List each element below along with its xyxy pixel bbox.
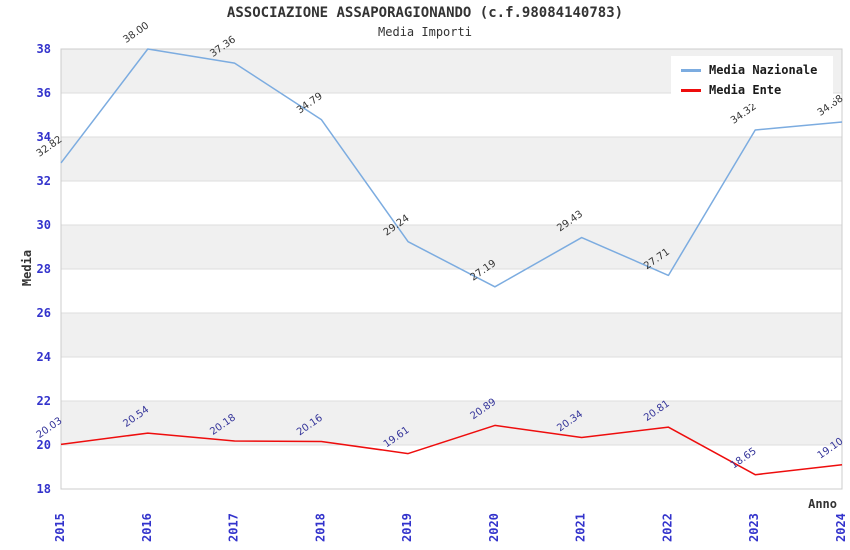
plot-border: [60, 48, 843, 490]
media-nazionale-line-swatch: [681, 68, 701, 72]
y-tick-label: 24: [37, 350, 51, 364]
plot-band: [61, 445, 842, 489]
x-tick-label: 2015: [53, 513, 67, 542]
x-tick-label: 2024: [834, 513, 848, 542]
x-tick-label: 2022: [660, 513, 674, 542]
y-tick-label: 18: [37, 482, 51, 496]
plot-band: [61, 401, 842, 445]
legend-item-media-nazionale: Media Nazionale: [671, 60, 833, 80]
x-tick-label: 2020: [487, 513, 501, 542]
y-tick-label: 22: [37, 394, 51, 408]
chart-title: ASSOCIAZIONE ASSAPORAGIONANDO (c.f.98084…: [226, 5, 624, 21]
y-tick-label: 28: [37, 262, 51, 276]
x-tick-label: 2017: [227, 513, 241, 542]
x-tick-label: 2023: [747, 513, 761, 542]
x-tick-label: 2018: [313, 513, 327, 542]
y-tick-label: 36: [37, 86, 51, 100]
y-axis-label: Media: [20, 249, 34, 287]
y-tick-label: 34: [37, 130, 51, 144]
x-tick-label: 2019: [400, 513, 414, 542]
chart-subtitle: Media Importi: [378, 25, 472, 39]
y-tick-label: 38: [37, 42, 51, 56]
plot-band: [61, 313, 842, 357]
y-tick-label: 32: [37, 174, 51, 188]
y-tick-label: 30: [37, 218, 51, 232]
legend-label-media-ente: Media Ente: [709, 83, 782, 97]
x-tick-label: 2016: [140, 513, 154, 542]
media-ente-line-swatch: [681, 88, 701, 92]
plot-band: [61, 269, 842, 313]
series-line: [60, 48, 843, 288]
legend-item-media-ente: Media Ente: [671, 80, 833, 100]
x-tick-label: 2021: [574, 513, 588, 542]
x-axis-label: Anno: [808, 497, 837, 511]
legend-label-media-nazionale: Media Nazionale: [709, 63, 818, 77]
plot-band: [61, 357, 842, 401]
y-tick-label: 20: [37, 438, 51, 452]
plot-band: [61, 225, 842, 269]
plot-band: [61, 181, 842, 225]
y-tick-label: 26: [37, 306, 51, 320]
series-line: [60, 424, 843, 476]
plot-band: [61, 137, 842, 181]
legend: Media Nazionale Media Ente: [671, 56, 833, 104]
